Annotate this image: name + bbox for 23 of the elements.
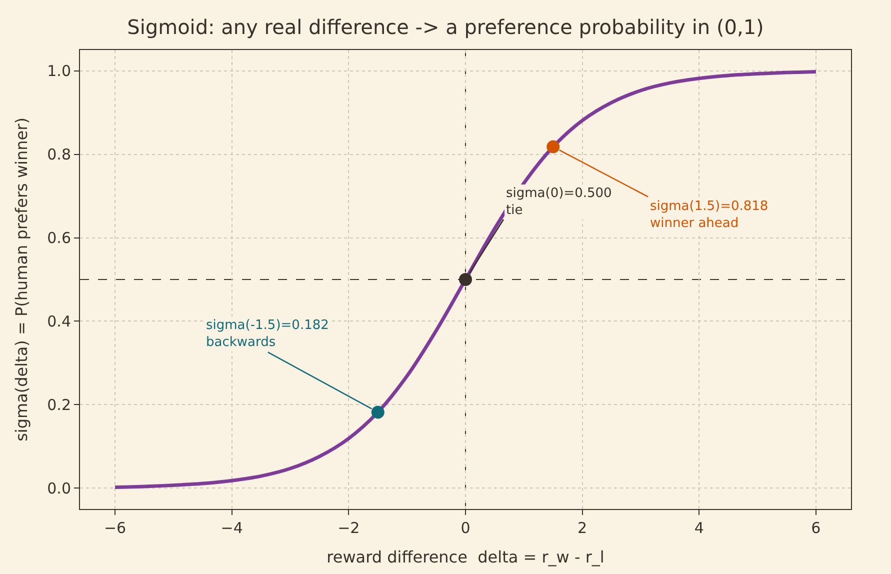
y-tick-label: 0.4	[47, 312, 71, 330]
point	[459, 273, 472, 286]
y-tick-label: 1.0	[47, 62, 71, 80]
x-tick-label: −6	[104, 519, 126, 537]
y-axis-title: sigma(delta) = P(human prefers winner)	[12, 118, 32, 442]
line-series	[113, 70, 818, 490]
annotation: sigma(1.5)=0.818 winner ahead	[650, 199, 768, 231]
y-tick-label: 0.8	[47, 146, 71, 164]
x-tick-label: 2	[578, 519, 588, 537]
x-tick-label: 4	[694, 519, 704, 537]
x-tick-label: −2	[338, 519, 360, 537]
y-tick-label: 0.6	[47, 229, 71, 248]
annotation: sigma(0)=0.500 tie	[506, 186, 612, 218]
point	[546, 140, 560, 154]
x-tick-label: −4	[220, 519, 243, 537]
y-tick-label: 0.2	[47, 396, 71, 414]
x-axis-title: reward difference delta = r_w - r_l	[326, 548, 604, 567]
point	[371, 406, 384, 419]
x-tick-label: 6	[811, 519, 821, 537]
y-tick-label: 0.0	[47, 479, 71, 498]
chart-title: Sigmoid: any real difference -> a preference probability in (0,1)	[127, 15, 764, 40]
x-tick-label: 0	[460, 519, 470, 537]
annotation: sigma(-1.5)=0.182 backwards	[206, 318, 329, 350]
